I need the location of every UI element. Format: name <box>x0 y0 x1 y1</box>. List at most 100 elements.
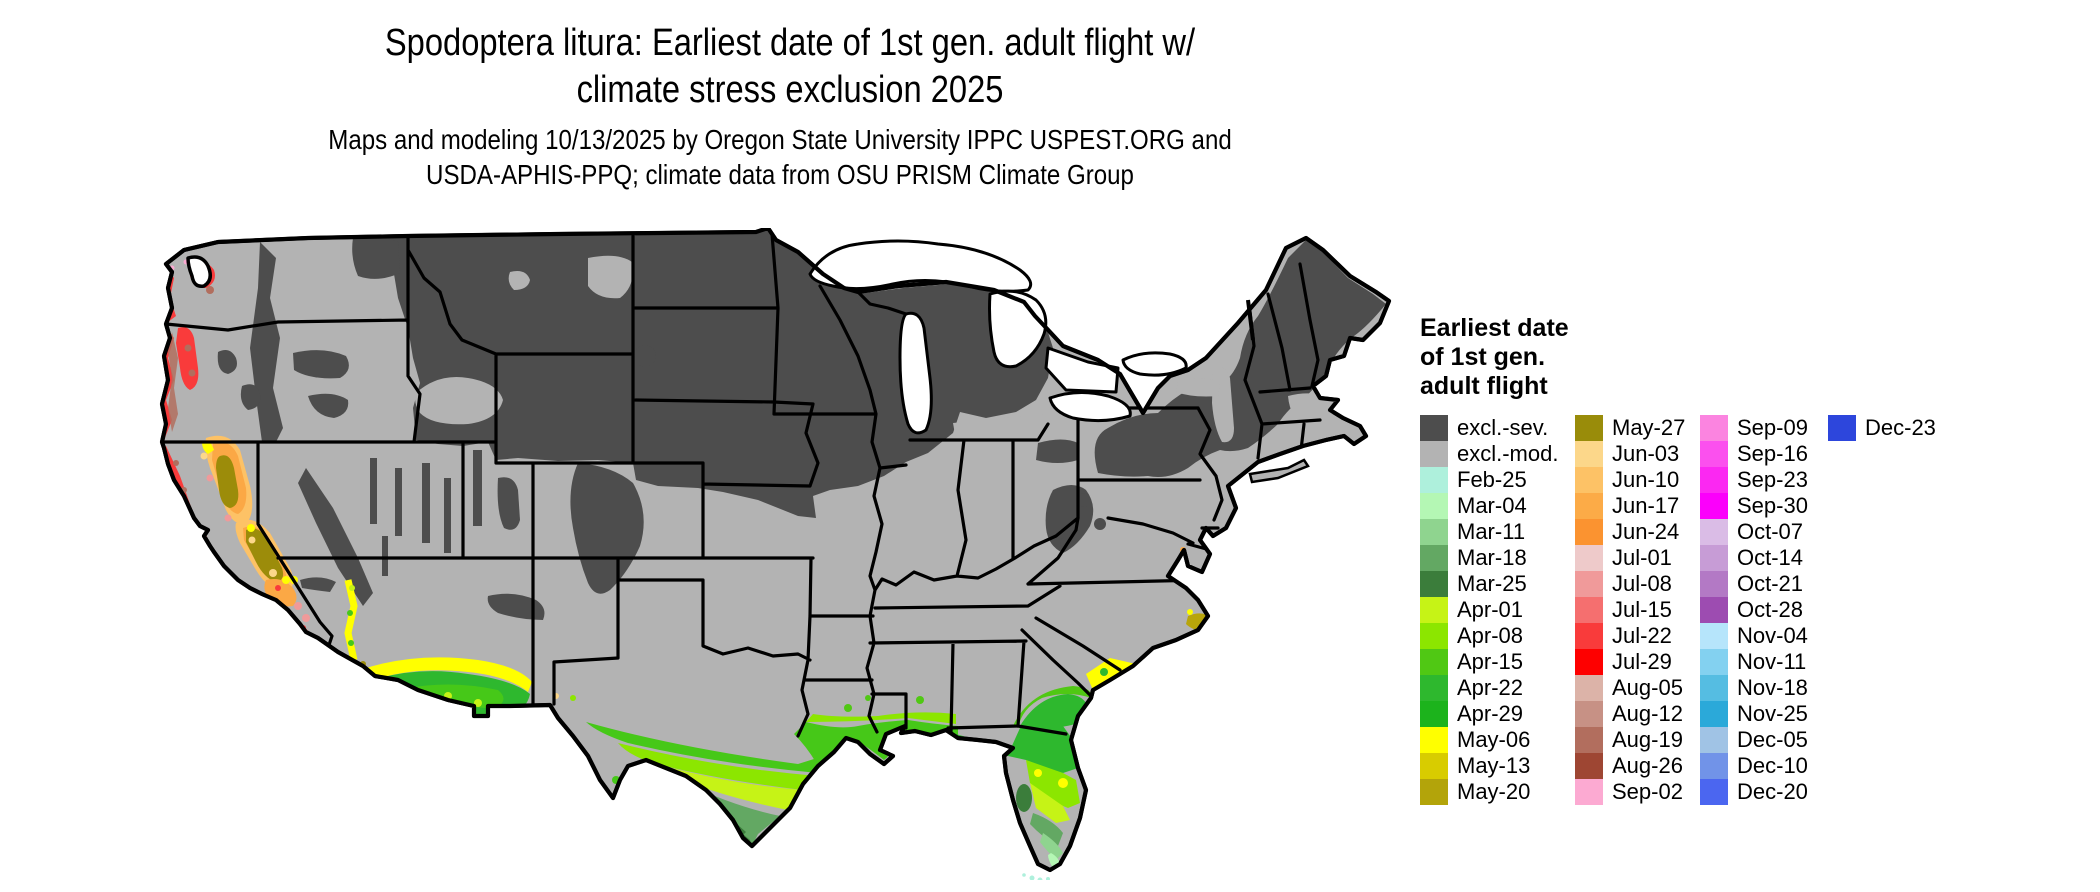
legend-row: Dec-05 <box>1700 727 1808 753</box>
legend-row: Nov-18 <box>1700 675 1808 701</box>
legend-swatch <box>1575 441 1603 467</box>
legend-label: Sep-30 <box>1737 493 1808 518</box>
legend-swatch <box>1700 545 1728 571</box>
legend-label: Feb-25 <box>1457 467 1527 492</box>
legend-row: Aug-05 <box>1575 675 1685 701</box>
legend-label: Sep-16 <box>1737 441 1808 466</box>
legend-column-3: Sep-09 Sep-16 Sep-23 Sep-30 Oct-07 Oct-14 Oct-… <box>1700 415 1808 805</box>
legend-label: Dec-05 <box>1737 727 1808 752</box>
legend-swatch <box>1575 701 1603 727</box>
legend-swatch <box>1575 675 1603 701</box>
legend-label: Jun-10 <box>1612 467 1680 492</box>
florida-keys <box>1022 873 1050 880</box>
legend-row: May-20 <box>1420 779 1558 805</box>
legend-row: Oct-14 <box>1700 545 1808 571</box>
legend-swatch <box>1420 415 1448 441</box>
legend-label: May-06 <box>1457 727 1531 752</box>
legend-row: Nov-04 <box>1700 623 1808 649</box>
legend-label: Apr-15 <box>1457 649 1524 674</box>
legend-swatch <box>1420 441 1448 467</box>
legend-label: excl.-mod. <box>1457 441 1559 466</box>
map-excluded-severe-regions <box>217 230 1386 620</box>
legend-row: Jul-08 <box>1575 571 1685 597</box>
legend-label: Jul-08 <box>1612 571 1672 596</box>
legend-label: Oct-14 <box>1737 545 1804 570</box>
subtitle-line-1: Maps and modeling 10/13/2025 by Oregon S… <box>328 124 1232 155</box>
legend-row: Apr-22 <box>1420 675 1558 701</box>
legend-row: May-27 <box>1575 415 1685 441</box>
legend-swatch <box>1575 727 1603 753</box>
legend-swatch <box>1700 597 1728 623</box>
legend-row: Jun-17 <box>1575 493 1685 519</box>
legend-label: Apr-29 <box>1457 701 1524 726</box>
legend-label: Aug-26 <box>1612 753 1683 778</box>
legend-swatch <box>1575 519 1603 545</box>
legend-label: Aug-12 <box>1612 701 1683 726</box>
legend-row: Sep-23 <box>1700 467 1808 493</box>
legend-label: Jul-29 <box>1612 649 1672 674</box>
legend-label: Apr-01 <box>1457 597 1524 622</box>
title-line-1: Spodoptera litura: Earliest date of 1st … <box>384 22 1196 64</box>
legend-row: Apr-29 <box>1420 701 1558 727</box>
legend-column-4: Dec-23 <box>1828 415 1936 441</box>
legend-swatch <box>1700 623 1728 649</box>
legend-swatch <box>1420 701 1448 727</box>
legend-label: Oct-07 <box>1737 519 1804 544</box>
legend-swatch <box>1700 467 1728 493</box>
legend-swatch <box>1575 545 1603 571</box>
legend-swatch <box>1575 467 1603 493</box>
map-state-borders <box>162 232 1322 738</box>
legend-swatch <box>1575 597 1603 623</box>
legend-swatch <box>1828 415 1856 441</box>
legend-swatch <box>1420 519 1448 545</box>
legend-swatch <box>1420 493 1448 519</box>
lake-champlain <box>1246 299 1255 341</box>
canada-gap <box>1044 346 1120 394</box>
legend-row: Aug-26 <box>1575 753 1685 779</box>
legend-label: Nov-04 <box>1737 623 1808 648</box>
legend-row: Jul-15 <box>1575 597 1685 623</box>
legend-row: Aug-12 <box>1575 701 1685 727</box>
legend-row: Oct-07 <box>1700 519 1808 545</box>
lake-erie <box>1048 391 1132 423</box>
legend-swatch <box>1575 493 1603 519</box>
legend-label: Dec-23 <box>1865 415 1936 440</box>
legend-label: May-20 <box>1457 779 1531 804</box>
legend-label: Dec-10 <box>1737 753 1808 778</box>
legend-swatch <box>1420 597 1448 623</box>
legend-title-line-1: Earliest date <box>1420 314 1569 342</box>
legend-swatch <box>1700 649 1728 675</box>
legend-label: Apr-22 <box>1457 675 1524 700</box>
legend-row: Apr-15 <box>1420 649 1558 675</box>
legend-label: Sep-02 <box>1612 779 1683 804</box>
legend-row: May-06 <box>1420 727 1558 753</box>
legend-swatch <box>1420 545 1448 571</box>
legend-label: Nov-11 <box>1737 649 1807 674</box>
map-moderate-holes <box>415 255 1343 443</box>
legend-swatch <box>1420 675 1448 701</box>
legend-column-2: May-27 Jun-03 Jun-10 Jun-17 Jun-24 Jul-01 Jul-… <box>1575 415 1685 805</box>
legend-swatch <box>1700 493 1728 519</box>
legend-row: Mar-25 <box>1420 571 1558 597</box>
legend-swatch <box>1575 623 1603 649</box>
us-map <box>158 228 1398 880</box>
conus-coastline <box>159 228 1392 873</box>
legend-label: Jul-15 <box>1612 597 1672 622</box>
legend-swatch <box>1700 519 1728 545</box>
legend-label: Jun-24 <box>1612 519 1680 544</box>
legend-label: Sep-23 <box>1737 467 1808 492</box>
legend-row: Sep-09 <box>1700 415 1808 441</box>
legend-row: Jul-01 <box>1575 545 1685 571</box>
lake-ontario <box>1121 351 1188 377</box>
legend-label: Sep-09 <box>1737 415 1808 440</box>
legend-swatch <box>1700 675 1728 701</box>
legend-title-line-2: of 1st gen. <box>1420 343 1546 371</box>
legend-swatch <box>1575 779 1603 805</box>
subtitle-line-2: USDA-APHIS-PPQ; climate data from OSU PR… <box>426 159 1134 190</box>
legend-label: Nov-18 <box>1737 675 1808 700</box>
legend-row: Jun-24 <box>1575 519 1685 545</box>
legend-label: Mar-18 <box>1457 545 1527 570</box>
legend-row: Feb-25 <box>1420 467 1558 493</box>
legend-swatch <box>1700 441 1728 467</box>
legend-row: Dec-10 <box>1700 753 1808 779</box>
